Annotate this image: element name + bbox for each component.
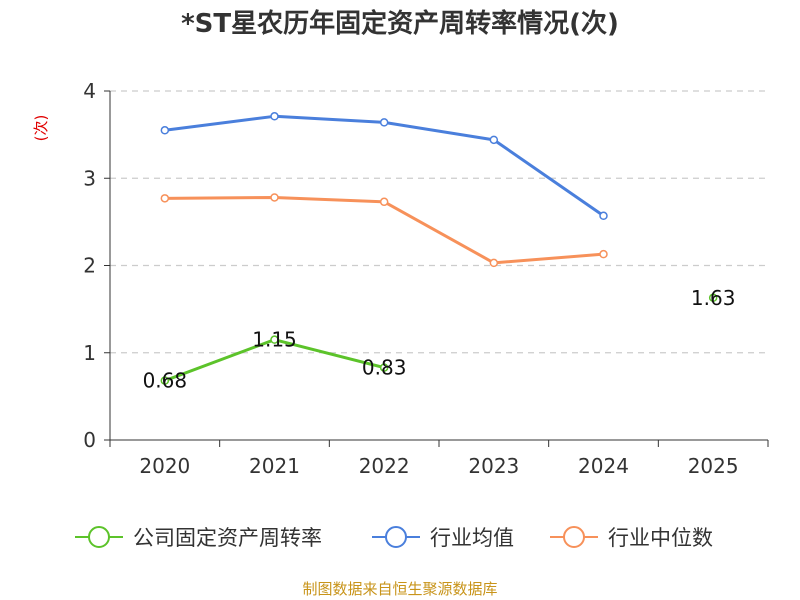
legend-swatch-marker — [88, 526, 110, 548]
data-point — [708, 293, 718, 303]
x-tick-label: 2024 — [578, 454, 629, 478]
y-tick-label: 3 — [83, 166, 96, 190]
x-tick-label: 2022 — [359, 454, 410, 478]
legend-item-1[interactable]: 行业均值 — [372, 526, 514, 550]
y-tick-label: 0 — [83, 428, 96, 452]
data-point — [379, 363, 389, 372]
legend-label: 行业均值 — [430, 526, 514, 550]
y-tick-label: 2 — [83, 254, 96, 278]
source-footer: 制图数据来自恒生聚源数据库 — [302, 580, 497, 598]
data-point — [379, 118, 389, 127]
series-1 — [160, 112, 608, 221]
data-point — [379, 197, 389, 207]
series-lines — [160, 112, 718, 385]
legend-swatch-marker — [385, 526, 407, 548]
data-point — [270, 335, 279, 344]
data-point — [160, 194, 170, 203]
data-point — [270, 193, 279, 202]
data-point — [599, 211, 608, 221]
data-labels: 0.68 1.15 0.83 1.63 — [143, 286, 736, 393]
data-point — [489, 258, 499, 268]
series-line — [164, 195, 604, 265]
legend-label: 行业中位数 — [608, 526, 713, 550]
legend-label: 公司固定资产周转率 — [133, 526, 322, 550]
chart-title: *ST星农历年固定资产周转率情况(次) — [181, 8, 619, 39]
data-point — [270, 112, 279, 121]
x-tick-label: 2025 — [688, 454, 739, 478]
y-tick-label: 1 — [83, 341, 96, 365]
data-label: 0.83 — [362, 356, 407, 380]
legend[interactable]: 公司固定资产周转率 行业均值 行业中位数 — [75, 526, 713, 550]
x-tick-label: 2020 — [139, 454, 190, 478]
data-point — [160, 126, 170, 135]
data-point — [160, 376, 170, 385]
x-tick-label: 2021 — [249, 454, 300, 478]
legend-item-2[interactable]: 行业中位数 — [550, 526, 713, 550]
y-tick-label: 4 — [83, 79, 96, 103]
legend-swatch-marker — [563, 526, 585, 548]
data-point — [599, 249, 608, 259]
data-label: 0.68 — [143, 369, 188, 393]
axes: 0 1 2 3 4 2020 2021 2022 2023 2024 2025 — [83, 79, 769, 478]
series-2 — [160, 193, 608, 268]
data-label: 1.15 — [252, 328, 297, 352]
data-point — [489, 135, 499, 145]
data-label: 1.63 — [691, 286, 736, 310]
x-tick-label: 2023 — [468, 454, 519, 478]
series-0 — [160, 293, 718, 385]
y-axis-label: (次) — [32, 115, 50, 142]
legend-item-0[interactable]: 公司固定资产周转率 — [75, 526, 322, 550]
